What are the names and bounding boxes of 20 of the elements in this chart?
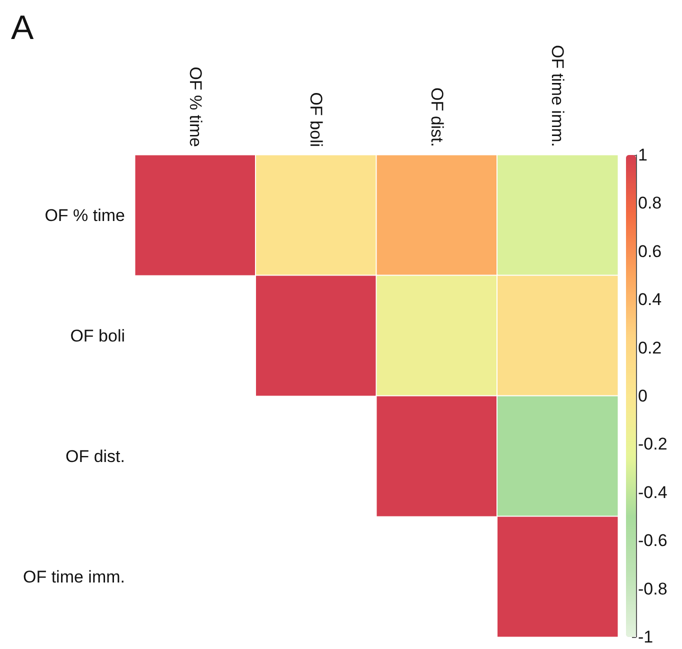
x-tick-label: OF % time [186,66,205,147]
x-tick-label: OF dist. [427,87,446,147]
y-tick-label: OF time imm. [23,567,125,586]
color-bar-label: 1 [638,146,648,164]
color-bar-label: -0.2 [638,434,668,454]
y-tick-label: OF % time [44,206,125,225]
color-bar-label: 0.4 [638,290,662,310]
color-bar-label: -0.8 [638,579,668,598]
color-bar-label: 0.2 [638,338,662,358]
color-bar-label: 0.6 [638,242,662,261]
color-bar-label: -0.6 [638,531,668,550]
color-bar-label: -1 [638,628,654,646]
y-tick-label: OF dist. [65,446,125,466]
color-bar-label: 0 [638,386,648,406]
y-tick-label: OF boli [70,326,125,346]
chart-title: A [11,9,34,47]
color-bar-label: 0.8 [638,194,662,213]
x-tick-label: OF time imm. [548,45,568,147]
color-bar-label: -0.4 [638,482,668,502]
x-tick-label: OF boli [306,92,326,147]
